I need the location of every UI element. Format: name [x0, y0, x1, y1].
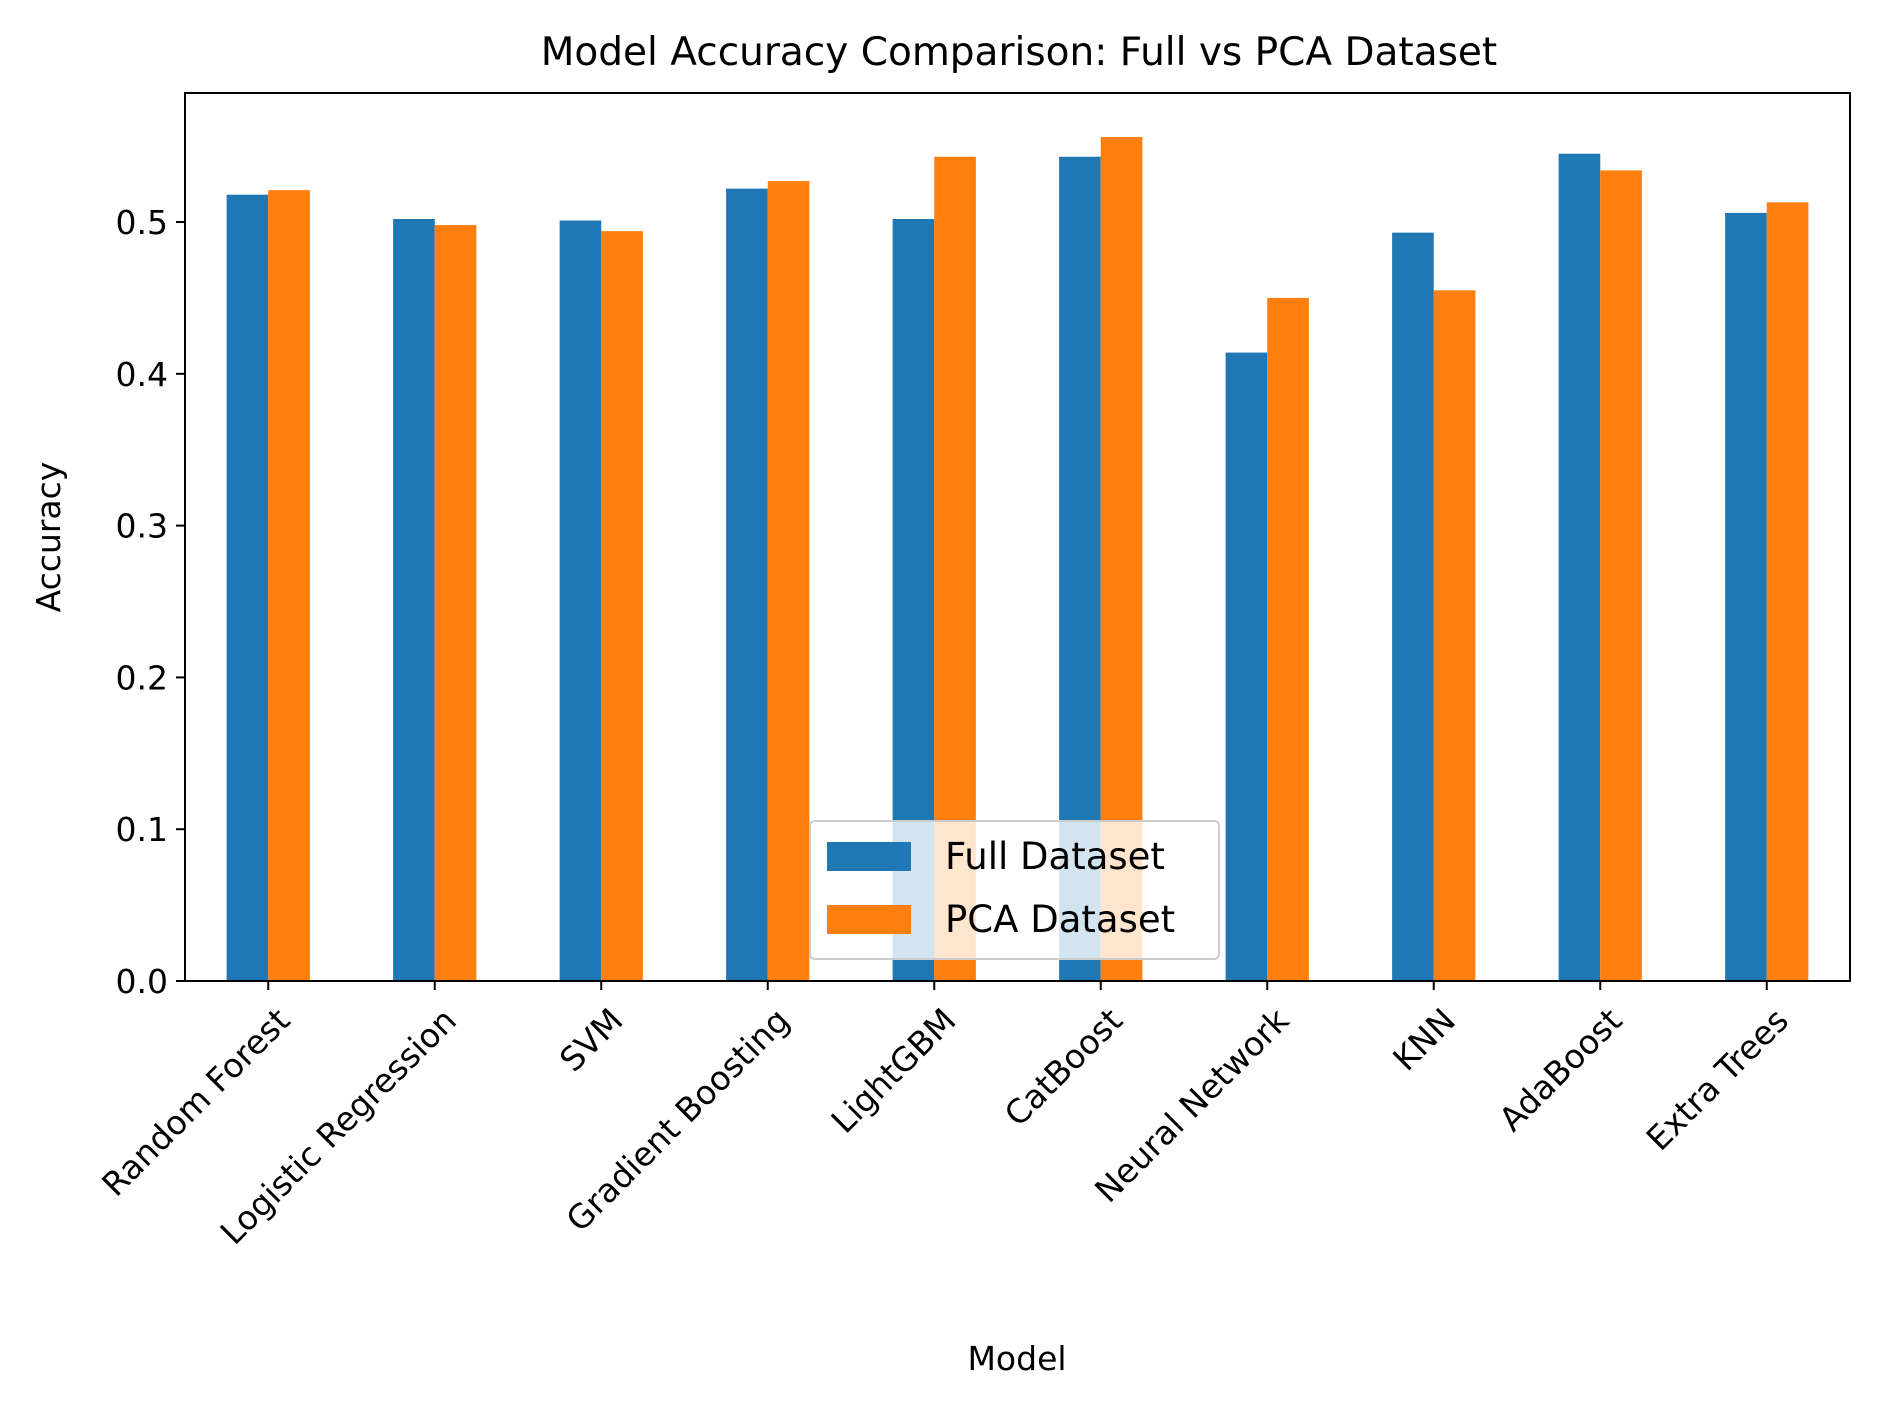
- y-axis: 0.0 0.1 0.2 0.3 0.4 0.5: [116, 203, 185, 1001]
- y-axis-label: Accuracy: [29, 462, 68, 613]
- legend-swatch: [827, 905, 911, 934]
- y-tick-label: 0.4: [116, 355, 168, 394]
- bar-full-dataset: [226, 194, 269, 981]
- y-tick-label: 0.3: [116, 507, 168, 546]
- x-tick-label: KNN: [1385, 1001, 1463, 1079]
- legend-box: [809, 820, 1220, 960]
- bars-layer: [226, 137, 1809, 982]
- bar-pca-dataset: [1600, 170, 1642, 982]
- x-tick-label: SVM: [552, 1001, 630, 1079]
- legend-swatch: [827, 842, 911, 871]
- bar-pca-dataset: [1766, 202, 1809, 982]
- bar-full-dataset: [1558, 153, 1601, 982]
- bar-pca-dataset: [767, 181, 810, 982]
- bar-full-dataset: [1725, 212, 1767, 982]
- y-tick-label: 0.1: [116, 810, 168, 849]
- bar-pca-dataset: [1433, 290, 1476, 982]
- bar-pca-dataset: [268, 190, 310, 981]
- y-tick-label: 0.2: [116, 658, 168, 697]
- y-tick-label: 0.0: [116, 962, 168, 1001]
- bar-full-dataset: [726, 188, 768, 981]
- plot-frame: [184, 92, 1851, 982]
- x-tick-label: AdaBoost: [1491, 1001, 1629, 1139]
- bar-full-dataset: [1225, 352, 1268, 981]
- x-tick-label: Extra Trees: [1639, 1001, 1796, 1158]
- legend: Full Dataset PCA Dataset: [809, 820, 1220, 960]
- bar-pca-dataset: [434, 225, 477, 981]
- chart-title: Model Accuracy Comparison: Full vs PCA D…: [541, 30, 1497, 75]
- x-tick-label: CatBoost: [997, 1001, 1130, 1134]
- bar-full-dataset: [559, 220, 602, 981]
- x-axis-label: Model: [967, 1339, 1066, 1378]
- y-tick-label: 0.5: [116, 203, 168, 242]
- legend-label: PCA Dataset: [945, 898, 1175, 941]
- bar-full-dataset: [1392, 232, 1434, 981]
- legend-label: Full Dataset: [945, 835, 1165, 878]
- x-tick-label: LightGBM: [823, 1001, 963, 1141]
- bar-pca-dataset: [1267, 297, 1309, 981]
- bar-full-dataset: [393, 218, 435, 982]
- bar-pca-dataset: [601, 231, 643, 981]
